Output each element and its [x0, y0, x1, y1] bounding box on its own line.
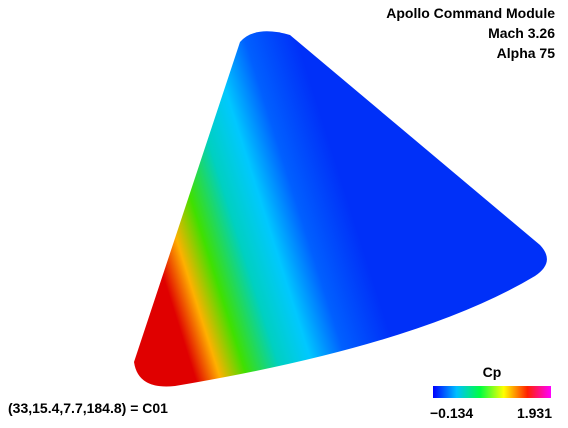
title-line: Alpha 75	[497, 45, 556, 61]
colorbar	[433, 386, 551, 398]
colorbar-label: Cp	[483, 364, 502, 380]
title-line: Mach 3.26	[488, 25, 555, 41]
colorbar-min: −0.134	[430, 405, 473, 421]
view-label: (33,15.4,7.7,184.8) = C01	[8, 400, 168, 416]
title-line: Apollo Command Module	[386, 5, 555, 21]
colorbar-max: 1.931	[517, 405, 552, 421]
capsule-surface	[134, 31, 547, 387]
